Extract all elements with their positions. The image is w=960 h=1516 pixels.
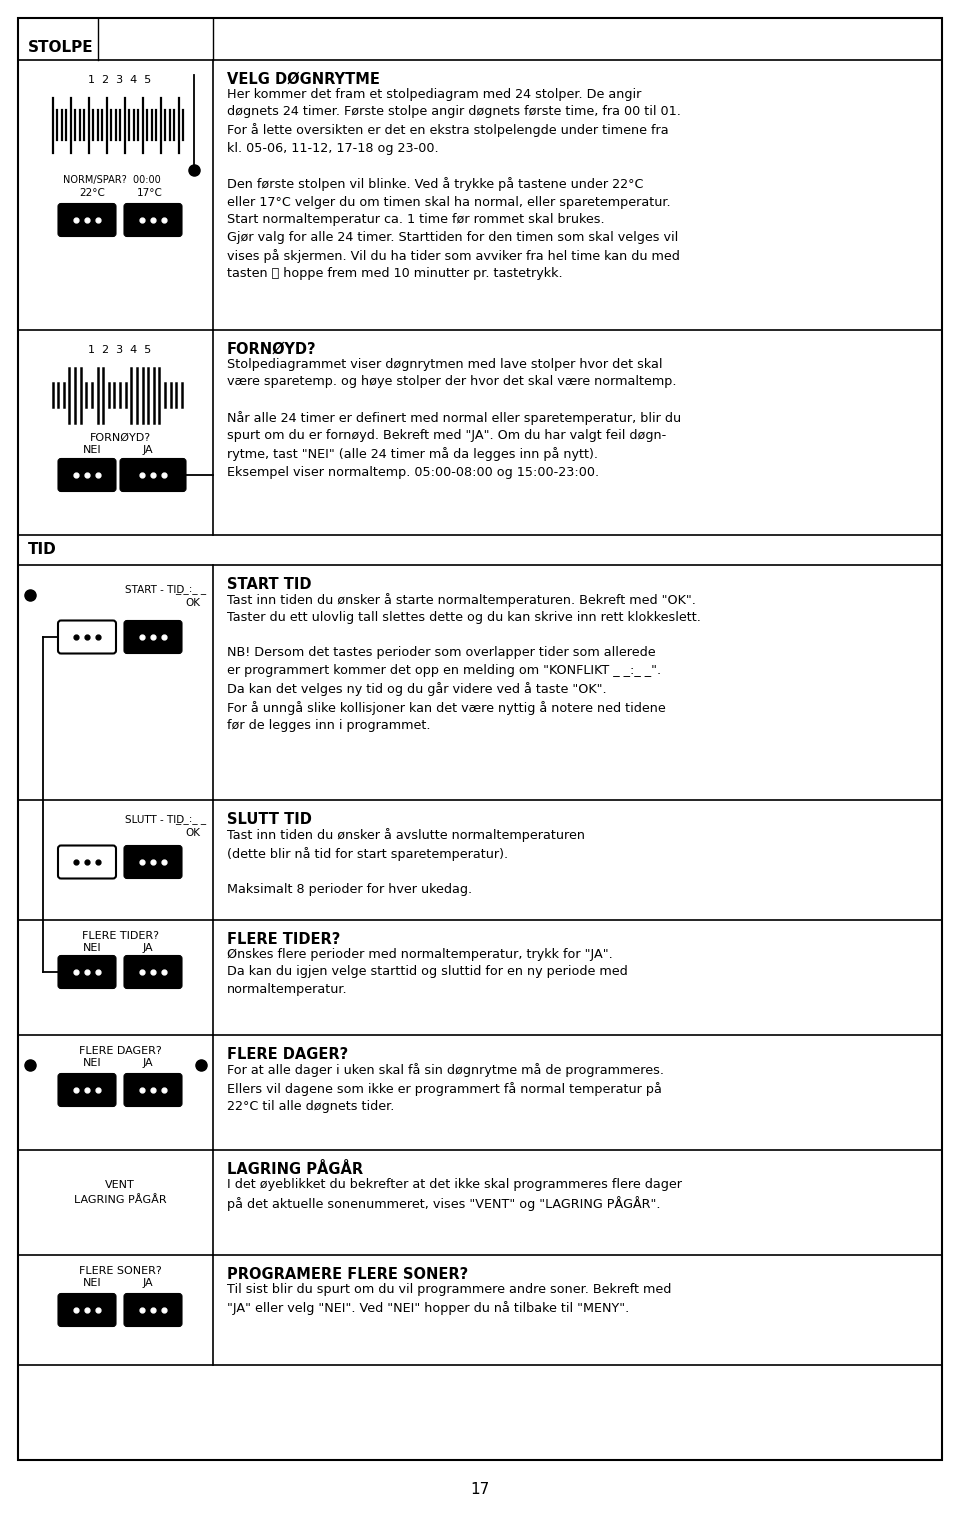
- FancyBboxPatch shape: [124, 846, 182, 878]
- FancyBboxPatch shape: [58, 955, 116, 988]
- Text: NORM/SPAR?  00:00: NORM/SPAR? 00:00: [63, 174, 161, 185]
- Text: Ønskes flere perioder med normaltemperatur, trykk for "JA".
Da kan du igjen velg: Ønskes flere perioder med normaltemperat…: [227, 948, 628, 996]
- FancyBboxPatch shape: [124, 620, 182, 653]
- Text: VENT: VENT: [106, 1179, 134, 1190]
- Text: 1  2  3  4  5: 1 2 3 4 5: [88, 74, 152, 85]
- Text: START - TID: START - TID: [125, 585, 184, 594]
- FancyBboxPatch shape: [58, 1293, 116, 1326]
- Text: FLERE DAGER?: FLERE DAGER?: [79, 1046, 161, 1057]
- FancyBboxPatch shape: [58, 1073, 116, 1107]
- FancyBboxPatch shape: [58, 458, 116, 491]
- Text: Stolpediagrammet viser døgnrytmen med lave stolper hvor det skal
være sparetemp.: Stolpediagrammet viser døgnrytmen med la…: [227, 358, 682, 479]
- FancyBboxPatch shape: [58, 620, 116, 653]
- Text: PROGRAMERE FLERE SONER?: PROGRAMERE FLERE SONER?: [227, 1267, 468, 1283]
- Text: LAGRING PÅGÅR: LAGRING PÅGÅR: [74, 1195, 166, 1205]
- FancyBboxPatch shape: [124, 1073, 182, 1107]
- Text: OK: OK: [185, 828, 200, 838]
- Text: FLERE TIDER?: FLERE TIDER?: [82, 931, 158, 941]
- Text: I det øyeblikket du bekrefter at det ikke skal programmeres flere dager
på det a: I det øyeblikket du bekrefter at det ikk…: [227, 1178, 682, 1211]
- Text: Tast inn tiden du ønsker å starte normaltemperaturen. Bekreft med "OK".
Taster d: Tast inn tiden du ønsker å starte normal…: [227, 593, 701, 732]
- Text: Til sist blir du spurt om du vil programmere andre soner. Bekreft med
"JA" eller: Til sist blir du spurt om du vil program…: [227, 1283, 671, 1314]
- FancyBboxPatch shape: [58, 846, 116, 878]
- Text: NEI: NEI: [83, 1278, 102, 1289]
- Text: JA: JA: [143, 1278, 154, 1289]
- FancyBboxPatch shape: [58, 203, 116, 236]
- Text: _ _:_ _: _ _:_ _: [175, 585, 206, 594]
- Text: SLUTT - TID: SLUTT - TID: [125, 816, 184, 825]
- Text: TID: TID: [28, 543, 57, 558]
- Text: FLERE TIDER?: FLERE TIDER?: [227, 932, 341, 948]
- Text: Tast inn tiden du ønsker å avslutte normaltemperaturen
(dette blir nå tid for st: Tast inn tiden du ønsker å avslutte norm…: [227, 828, 585, 896]
- Text: FORNØYD?: FORNØYD?: [89, 434, 151, 443]
- Text: NEI: NEI: [83, 1058, 102, 1067]
- Text: For at alle dager i uken skal få sin døgnrytme må de programmeres.
Ellers vil da: For at alle dager i uken skal få sin døg…: [227, 1063, 664, 1113]
- Text: 1  2  3  4  5: 1 2 3 4 5: [88, 346, 152, 355]
- FancyBboxPatch shape: [124, 1293, 182, 1326]
- Text: NEI: NEI: [83, 943, 102, 954]
- Text: OK: OK: [185, 597, 200, 608]
- Text: FLERE SONER?: FLERE SONER?: [79, 1266, 161, 1276]
- Text: 17: 17: [470, 1483, 490, 1498]
- Text: 17°C: 17°C: [137, 188, 163, 199]
- Text: 22°C: 22°C: [79, 188, 105, 199]
- Text: VELG DØGNRYTME: VELG DØGNRYTME: [227, 71, 380, 86]
- Text: START TID: START TID: [227, 578, 311, 593]
- FancyBboxPatch shape: [124, 955, 182, 988]
- Text: STOLPE: STOLPE: [28, 41, 94, 56]
- Text: SLUTT TID: SLUTT TID: [227, 813, 312, 828]
- Text: _ _:_ _: _ _:_ _: [175, 816, 206, 825]
- Text: JA: JA: [143, 1058, 154, 1067]
- Text: Her kommer det fram et stolpediagram med 24 stolper. De angir
døgnets 24 timer. : Her kommer det fram et stolpediagram med…: [227, 88, 681, 280]
- Text: FORNØYD?: FORNØYD?: [227, 343, 317, 356]
- Text: FLERE DAGER?: FLERE DAGER?: [227, 1048, 348, 1063]
- FancyBboxPatch shape: [120, 458, 186, 491]
- Text: LAGRING PÅGÅR: LAGRING PÅGÅR: [227, 1161, 363, 1176]
- FancyBboxPatch shape: [124, 203, 182, 236]
- Text: JA: JA: [143, 943, 154, 954]
- Text: NEI: NEI: [83, 446, 102, 455]
- Text: JA: JA: [143, 446, 154, 455]
